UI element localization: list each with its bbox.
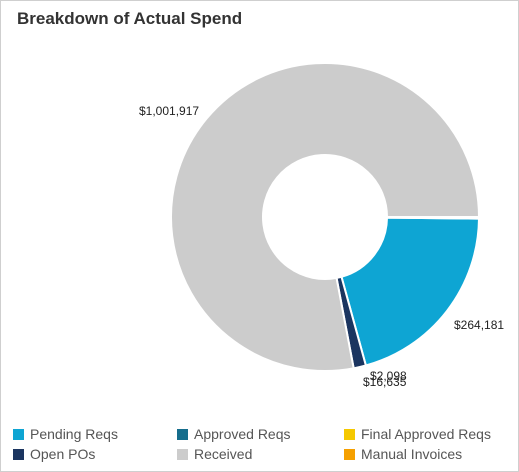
legend-item-final-approved-reqs[interactable]: Final Approved Reqs (344, 424, 491, 444)
legend-item-received[interactable]: Received (177, 444, 252, 464)
legend-item-manual-invoices[interactable]: Manual Invoices (344, 444, 462, 464)
legend-swatch-received (177, 448, 188, 460)
legend-label-approved-reqs: Approved Reqs (194, 426, 291, 442)
slice-pending-reqs[interactable] (340, 216, 481, 367)
legend-label-final-approved-reqs: Final Approved Reqs (361, 426, 491, 442)
legend-swatch-manual-invoices (344, 448, 355, 460)
legend-label-open-pos: Open POs (30, 446, 96, 462)
legend-swatch-approved-reqs (177, 428, 188, 440)
legend-swatch-pending-reqs (13, 428, 24, 440)
legend-swatch-open-pos (13, 448, 24, 460)
data-label-received: $1,001,917 (139, 104, 199, 118)
legend-label-manual-invoices: Manual Invoices (361, 446, 463, 462)
data-label-manual-invoices: $2,098 (370, 369, 407, 383)
legend-swatch-final-approved-reqs (344, 428, 355, 440)
chart-title: Breakdown of Actual Spend (17, 9, 243, 28)
legend: Pending Reqs Approved Reqs Final Approve… (13, 424, 513, 466)
legend-label-received: Received (194, 446, 253, 462)
donut-chart: $264,181 $16,635 $1,001,917 $2,098 (139, 62, 504, 389)
legend-item-pending-reqs[interactable]: Pending Reqs (13, 424, 118, 444)
legend-item-open-pos[interactable]: Open POs (13, 444, 95, 464)
legend-item-approved-reqs[interactable]: Approved Reqs (177, 424, 291, 444)
legend-label-pending-reqs: Pending Reqs (30, 426, 118, 442)
data-label-pending-reqs: $264,181 (454, 318, 504, 332)
slice-manual-invoices[interactable] (385, 216, 481, 220)
slice-received[interactable] (170, 62, 481, 372)
data-label-open-pos: $16,635 (363, 375, 407, 389)
